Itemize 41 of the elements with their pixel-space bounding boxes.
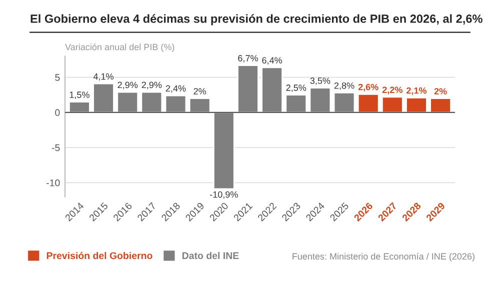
data-label: 2,4% [166,85,186,93]
y-tick-label: 0 [55,109,60,116]
data-label: 2,2% [382,86,402,94]
bar [333,92,356,114]
bar [212,112,235,190]
bar [237,64,259,114]
data-label: 6,4% [262,57,282,65]
data-label: 2,9% [118,82,138,90]
data-label: 2,1% [406,87,427,96]
data-label: 2,8% [334,82,354,90]
y-axis-title: Variación anual del PIB (%) [65,43,174,52]
legend-label: Previsión del Gobierno [46,252,152,260]
bar [92,82,114,114]
data-label: 2% [194,88,206,94]
bar [164,94,187,114]
y-tick-label: -10 [46,179,60,186]
bar [430,98,452,114]
bar [188,98,211,114]
y-tick-label: 5 [55,74,60,81]
data-label: 6,7% [238,55,258,63]
source-note: Fuentes: Ministerio de Economía / INE (2026) [292,252,474,262]
bar [309,87,332,114]
bar [261,66,283,114]
bar [285,94,308,114]
bar [140,91,163,114]
data-label: 1,5% [70,92,90,100]
data-label: 4,1% [93,73,114,81]
data-label: 2,6% [358,84,378,92]
data-label: 2,9% [142,82,162,90]
data-label: 2% [434,88,447,94]
bar [68,101,90,114]
bar [406,96,428,114]
data-label: 3,5% [310,78,330,85]
bar [357,93,380,114]
data-label: 2,5% [286,84,306,92]
legend-label: Dato del INE [182,252,239,260]
chart-title: El Gobierno eleva 4 décimas su previsión de crecimiento de PIB en 2026, al 2,6% [30,14,482,26]
y-tick-label: -5 [52,144,60,152]
data-label: -10,9% [210,191,238,199]
bar [381,96,404,114]
bar [116,91,139,114]
